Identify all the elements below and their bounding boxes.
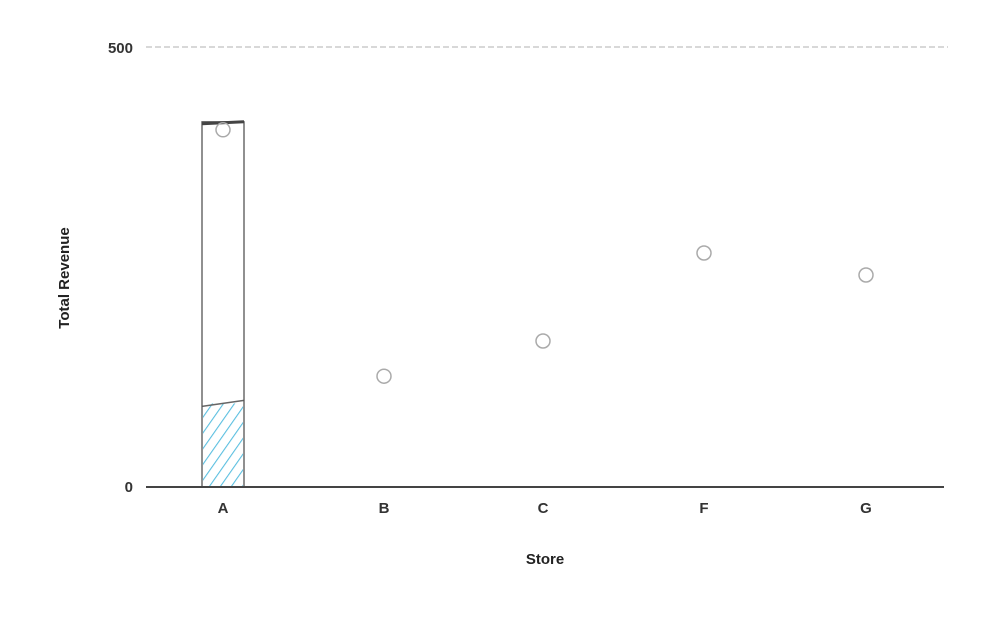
x-tick-label-f: F	[699, 500, 708, 517]
point-marker-g	[858, 267, 874, 283]
bar-fill-a	[203, 403, 243, 487]
point-marker-c	[535, 333, 551, 349]
y-axis-title: Total Revenue	[56, 227, 73, 328]
bar-fill-level-a	[201, 399, 245, 408]
chart-marks	[201, 120, 874, 488]
y-tick-label-max: 500	[108, 40, 133, 57]
point-marker-a	[215, 122, 231, 138]
x-tick-label-g: G	[860, 500, 872, 517]
x-tick-label-b: B	[379, 500, 390, 517]
point-marker-f	[696, 245, 712, 261]
x-axis-title: Store	[526, 551, 564, 568]
x-tick-label-c: C	[538, 500, 549, 517]
x-tick-label-a: A	[218, 500, 229, 517]
point-marker-b	[376, 368, 392, 384]
y-tick-label-zero: 0	[125, 479, 133, 496]
